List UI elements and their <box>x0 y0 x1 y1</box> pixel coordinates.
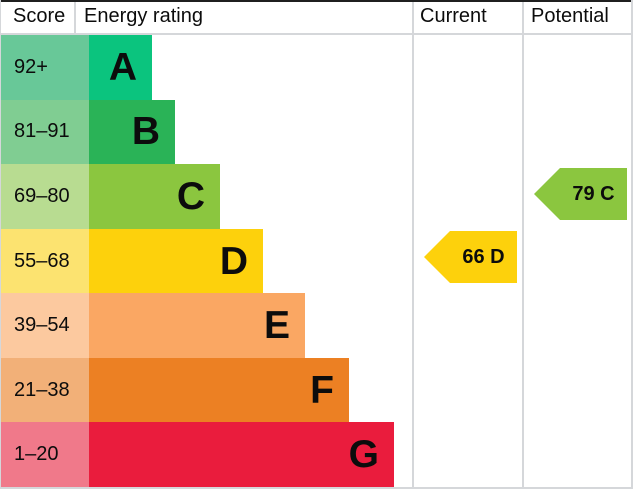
band-row-f: 21–38 F <box>1 357 413 423</box>
header-divider <box>0 33 633 35</box>
left-border <box>0 0 1 489</box>
rating-bar-c: C <box>89 164 220 229</box>
band-row-a: 92+ A <box>1 35 413 100</box>
current-column-divider <box>412 2 414 487</box>
score-range-d: 55–68 <box>1 228 89 294</box>
potential-rating-arrow: 79 C <box>534 168 627 220</box>
rating-bar-g: G <box>89 422 394 488</box>
score-range-g: 1–20 <box>1 422 89 488</box>
header-potential: Potential <box>531 5 609 27</box>
score-range-e: 39–54 <box>1 293 89 358</box>
band-row-b: 81–91 B <box>1 99 413 165</box>
rating-bar-d: D <box>89 228 263 294</box>
rating-bar-f: F <box>89 357 349 423</box>
score-range-f: 21–38 <box>1 357 89 423</box>
band-row-e: 39–54 E <box>1 293 413 358</box>
rating-bar-a: A <box>89 35 152 100</box>
current-rating-arrow: 66 D <box>424 231 517 283</box>
band-row-d: 55–68 D <box>1 228 413 294</box>
score-range-c: 69–80 <box>1 164 89 229</box>
header-current: Current <box>420 5 487 27</box>
band-row-g: 1–20 G <box>1 422 413 488</box>
potential-column-divider <box>522 2 524 487</box>
rating-bar-b: B <box>89 99 175 165</box>
band-row-c: 69–80 C <box>1 164 413 229</box>
rating-bar-e: E <box>89 293 305 358</box>
top-border <box>0 0 633 2</box>
score-column-divider <box>74 2 76 33</box>
rating-bands: 92+ A 81–91 B 69–80 C 55–68 D 39–54 E 21… <box>1 35 413 488</box>
bottom-border <box>0 487 633 489</box>
score-range-b: 81–91 <box>1 99 89 165</box>
right-border <box>631 0 633 489</box>
header-energy-rating: Energy rating <box>84 5 203 27</box>
header-score: Score <box>13 5 66 27</box>
score-range-a: 92+ <box>1 35 89 100</box>
